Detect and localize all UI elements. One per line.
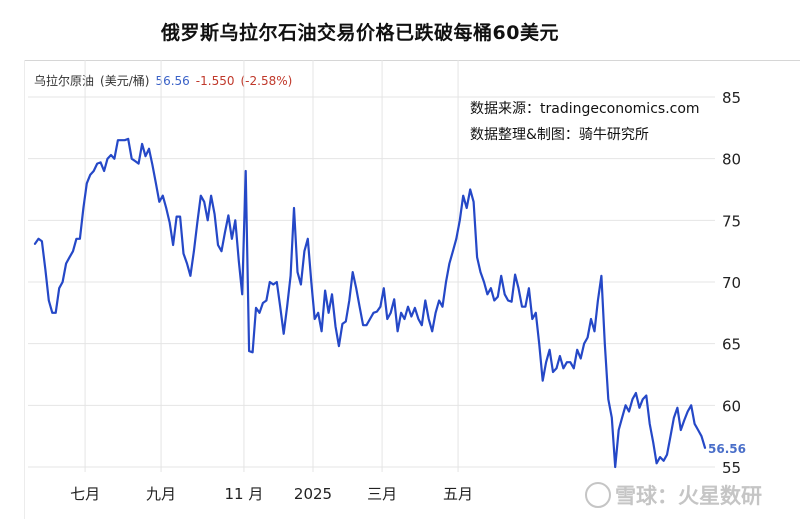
price-change-percent: (-2.58%) [240,74,293,88]
y-tick-label: 65 [722,336,741,354]
y-tick-label: 80 [722,151,741,169]
y-tick-label: 70 [722,274,741,292]
last-price: 56.56 [155,74,190,88]
instrument-unit: (美元/桶) [100,74,150,88]
price-header: 乌拉尔原油 (美元/桶) 56.56 -1.550 (-2.58%) [34,72,298,89]
chart-series: 56.56 [33,137,746,469]
chart-frame-left [24,60,25,519]
x-tick-label: 三月 [367,485,397,503]
chart-gridlines [28,60,715,472]
snowball-logo-icon [585,482,611,508]
x-tick-label: 2025 [294,485,332,503]
chart-frame-top [24,60,800,61]
y-tick-label: 85 [722,89,741,107]
x-axis: 七月 九月 11 月 2025 三月 五月 [70,485,473,503]
x-tick-label: 七月 [70,485,100,503]
y-axis: 55 60 65 70 75 80 85 [722,89,741,477]
instrument-name: 乌拉尔原油 [34,74,95,88]
chart-title: 俄罗斯乌拉尔石油交易价格已跌破每桶60美元 [161,22,559,44]
x-tick-label: 五月 [443,485,473,503]
watermark-text: 雪球：火星数研 [615,484,762,508]
y-tick-label: 75 [722,212,741,230]
x-tick-label: 九月 [146,485,176,503]
data-source-text: 数据来源：tradingeconomics.com [470,101,700,117]
data-credit-text: 数据整理&制图：骑牛研究所 [470,127,649,143]
last-value-label: 56.56 [708,442,746,456]
y-tick-label: 55 [722,459,741,477]
y-tick-label: 60 [722,397,741,415]
price-series-line [33,137,707,469]
watermark: 雪球：火星数研 [585,480,762,510]
x-tick-label: 11 月 [225,485,264,503]
price-change: -1.550 [195,74,235,88]
